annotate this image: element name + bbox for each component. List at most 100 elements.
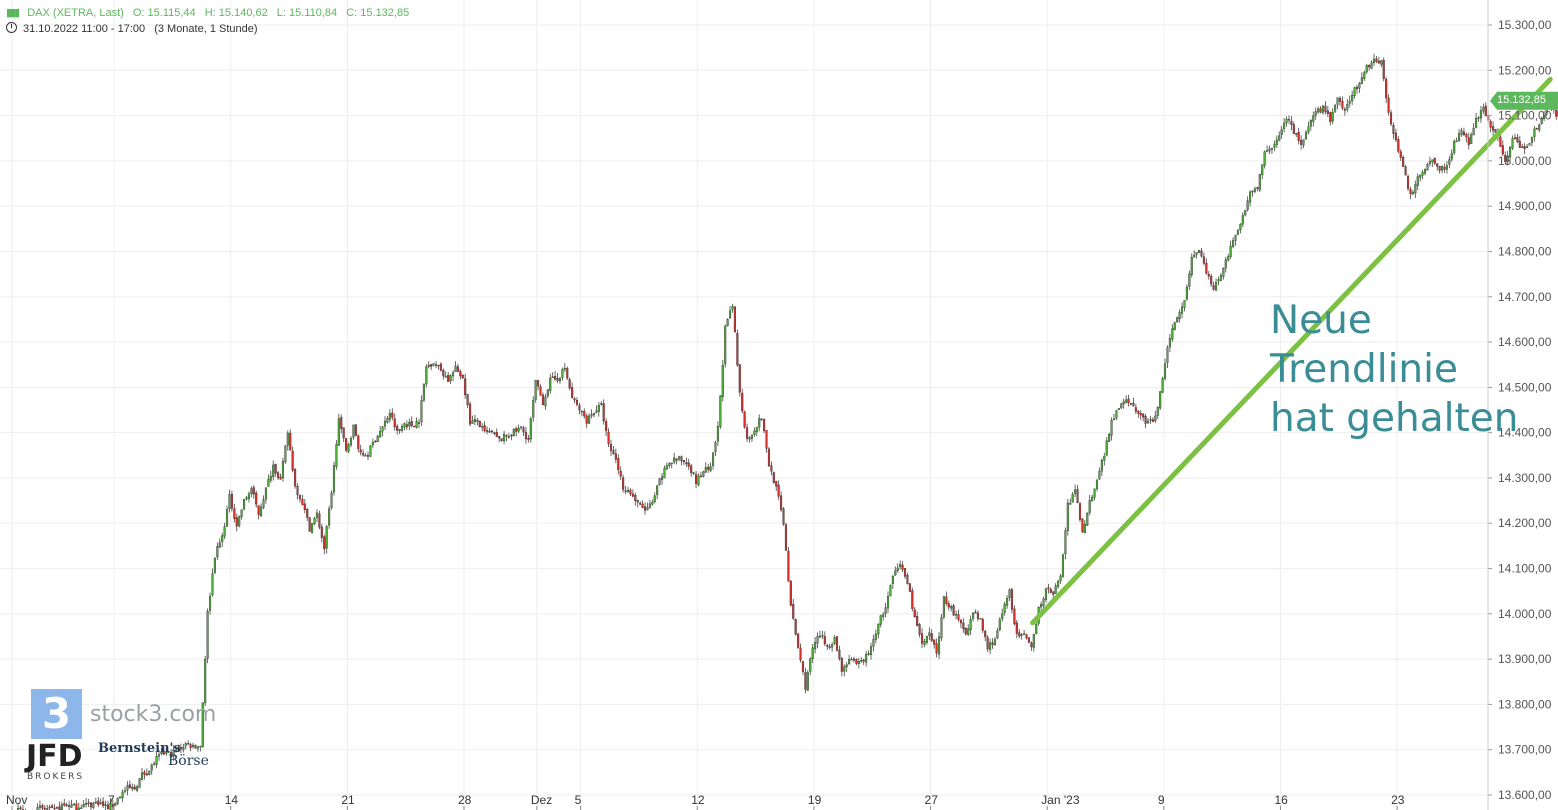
candle-down xyxy=(746,427,749,439)
candle-up xyxy=(70,804,73,808)
candle-down xyxy=(274,463,277,474)
candle-up xyxy=(366,454,370,457)
candle-up xyxy=(87,802,90,805)
candle-up xyxy=(563,368,566,370)
candle-down xyxy=(1078,503,1082,520)
candle-down xyxy=(957,614,960,620)
candle-up xyxy=(532,400,535,418)
y-tick-label: 14.900,00 xyxy=(1498,199,1552,213)
candle-up xyxy=(1506,155,1509,163)
candle-up xyxy=(325,526,328,549)
candle-up xyxy=(1477,117,1480,119)
candle-down xyxy=(68,805,71,808)
candle-down xyxy=(1501,145,1504,155)
candle-down xyxy=(133,786,136,790)
candle-up xyxy=(1445,165,1448,170)
candle-up xyxy=(597,405,600,412)
candle-down xyxy=(743,411,746,428)
candle-down xyxy=(556,378,559,382)
candle-up xyxy=(167,751,170,753)
candle-up xyxy=(408,421,411,427)
candle-down xyxy=(486,430,489,432)
candle-up xyxy=(138,778,141,788)
candle-down xyxy=(736,333,739,366)
candle-down xyxy=(828,646,831,648)
candle-down xyxy=(255,492,258,505)
candle-down xyxy=(340,417,343,429)
candle-up xyxy=(1431,159,1434,163)
candle-up xyxy=(1416,176,1419,186)
candle-up xyxy=(967,628,970,635)
candle-down xyxy=(357,435,360,449)
candle-down xyxy=(252,487,255,495)
candle-up xyxy=(886,596,890,609)
candle-up xyxy=(369,445,372,457)
candle-down xyxy=(631,493,634,497)
candle-up xyxy=(386,418,389,423)
candle-up xyxy=(1321,105,1325,113)
candle-up xyxy=(420,400,423,423)
candles xyxy=(17,53,1558,810)
candle-up xyxy=(1283,122,1286,129)
candle-up xyxy=(1455,140,1458,143)
candle-up xyxy=(335,444,338,467)
candle-up xyxy=(267,479,270,487)
candle-up xyxy=(972,612,975,619)
x-tick-label: 9 xyxy=(1158,793,1165,807)
candle-down xyxy=(634,495,637,501)
candle-down xyxy=(959,619,962,624)
candle-up xyxy=(520,426,523,428)
candle-down xyxy=(901,564,904,570)
candle-down xyxy=(279,476,282,480)
candle-down xyxy=(609,444,613,451)
candle-down xyxy=(396,426,399,431)
candle-up xyxy=(1453,141,1456,153)
candle-up xyxy=(1336,97,1339,105)
candle-down xyxy=(568,379,571,389)
candle-up xyxy=(140,772,144,781)
candle-down xyxy=(230,494,233,509)
candle-down xyxy=(342,427,345,439)
candle-up xyxy=(94,801,97,804)
candle-up xyxy=(719,395,722,427)
candle-down xyxy=(952,605,955,616)
candle-down xyxy=(1287,119,1291,121)
candle-up xyxy=(1217,279,1220,282)
candle-up xyxy=(449,375,452,381)
candle-up xyxy=(38,805,41,808)
candle-up xyxy=(588,415,591,424)
candle-up xyxy=(155,756,158,765)
candle-up xyxy=(131,786,134,790)
candle-down xyxy=(1535,128,1538,130)
candle-up xyxy=(1163,363,1167,379)
candle-up xyxy=(651,502,654,505)
candle-down xyxy=(617,458,620,471)
candle-up xyxy=(704,467,707,473)
candle-down xyxy=(792,603,795,619)
candle-up xyxy=(882,614,885,617)
candle-down xyxy=(1027,637,1031,643)
candle-down xyxy=(974,611,977,614)
candle-down xyxy=(981,619,984,631)
candle-down xyxy=(738,364,741,393)
candle-down xyxy=(930,633,933,641)
candle-up xyxy=(1166,347,1169,363)
candle-down xyxy=(461,374,464,379)
last-price-tag xyxy=(1490,91,1558,110)
candle-down xyxy=(976,612,979,619)
candle-up xyxy=(77,807,80,810)
candle-down xyxy=(913,609,916,617)
candle-down xyxy=(1355,86,1359,90)
candle-up xyxy=(1074,489,1077,494)
candle-up xyxy=(1261,164,1264,176)
candle-down xyxy=(111,804,114,808)
candle-down xyxy=(490,430,493,433)
candle-up xyxy=(481,426,484,428)
candle-up xyxy=(1530,137,1534,143)
candle-up xyxy=(1285,118,1288,124)
candle-up xyxy=(726,319,729,327)
candle-up xyxy=(1528,143,1531,146)
candle-up xyxy=(444,376,447,378)
candle-down xyxy=(53,807,56,810)
